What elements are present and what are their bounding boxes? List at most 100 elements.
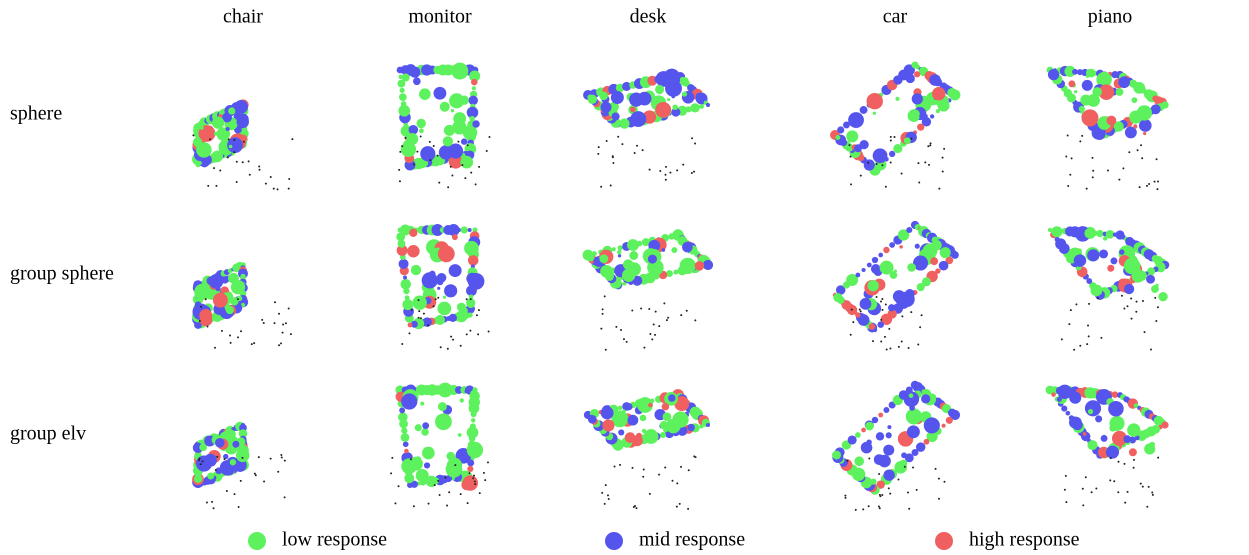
point [421,272,438,289]
point [1073,254,1087,267]
point [194,301,202,308]
point [402,441,409,448]
point-cloud [582,229,714,351]
point [858,308,861,311]
point [437,245,455,263]
point [870,478,877,485]
point [894,460,908,474]
point [705,102,711,108]
point [854,508,857,511]
point [269,176,272,179]
point [919,326,922,329]
point [280,456,283,459]
point [199,308,213,322]
point [472,227,478,233]
point [877,505,880,508]
point [272,187,275,190]
point [633,504,636,507]
point [437,479,440,482]
point [1081,109,1099,127]
point [209,138,212,141]
point [459,344,462,347]
point [937,477,940,480]
point [1089,393,1094,399]
point [192,134,195,137]
point [227,137,243,154]
point [427,324,430,327]
point [910,137,913,140]
point [1075,303,1078,306]
point [1151,285,1159,293]
point [1150,348,1153,351]
point [227,138,230,141]
point [630,111,647,128]
point [1115,88,1124,96]
point [448,264,462,278]
point [905,408,922,425]
point [468,472,471,475]
point [866,92,883,110]
point [900,172,903,175]
point [478,165,481,168]
point [849,333,852,336]
point [1128,448,1137,457]
point [1157,180,1160,183]
column-header: desk [630,6,667,28]
point [615,325,618,328]
point [442,295,447,299]
point [466,441,484,459]
point [199,463,202,466]
point [1065,501,1068,504]
point [682,163,685,166]
point-cloud [396,224,490,350]
point [685,309,688,312]
point-cloud [390,382,489,508]
point [1110,257,1118,265]
point [215,467,223,475]
point [436,154,439,157]
point [1161,421,1169,429]
point [248,173,251,176]
point [1154,296,1157,299]
point [835,135,841,140]
point [910,311,913,314]
point [450,108,455,113]
point [288,178,291,181]
point [228,107,236,115]
point [234,99,248,114]
point [629,251,639,260]
point [1064,474,1067,477]
point [465,298,468,301]
point [835,285,846,295]
point [604,484,607,487]
point [1147,267,1156,276]
point [277,470,280,473]
point [601,491,604,494]
point [665,319,668,322]
point [474,183,477,186]
point-cloud [192,421,286,510]
point [242,140,245,143]
point [408,332,411,335]
point [1151,493,1154,496]
point [631,466,634,469]
point [239,479,242,482]
point [617,245,623,251]
point [442,136,454,147]
point [883,246,890,254]
point [897,478,900,481]
point [229,341,232,344]
point [469,70,481,82]
point [233,139,236,142]
point [643,429,659,444]
point [422,312,425,315]
point [663,427,669,433]
point [204,298,207,301]
point [911,448,919,457]
point [419,135,422,138]
point [1087,408,1094,415]
column-header: monitor [408,6,472,28]
point [193,474,203,483]
point [1051,226,1063,238]
point [1085,187,1088,190]
